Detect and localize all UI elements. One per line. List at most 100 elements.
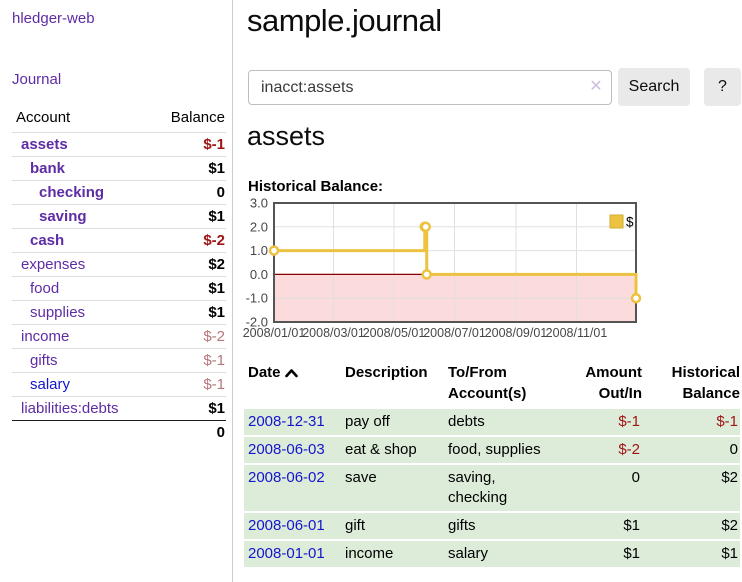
account-link[interactable]: assets <box>21 136 68 153</box>
account-balance: $-1 <box>149 372 226 397</box>
y-tick-label: 2.0 <box>250 219 268 234</box>
transaction-date-link[interactable]: 2008-12-31 <box>248 413 325 430</box>
transaction-balance: $1 <box>642 541 740 569</box>
account-row: saving $1 <box>12 204 226 229</box>
register-cell: 2008-06-01 <box>244 513 345 541</box>
accounts-total-value: 0 <box>149 420 226 443</box>
sidebar: hledger-web Journal Account Balance asse… <box>0 0 233 582</box>
account-row: cash $-2 <box>12 228 226 253</box>
account-balance: $-2 <box>149 228 226 253</box>
app-brand-link[interactable]: hledger-web <box>12 10 95 27</box>
chart-svg[interactable]: 3.0 2.0 1.0 0.0 -1.0 -2.02008/01/012008/03/01… <box>240 196 720 347</box>
transaction-date-link[interactable]: 2008-01-01 <box>248 545 325 562</box>
transaction-accounts: debts <box>448 409 558 437</box>
y-tick-label: 3.0 <box>250 196 268 211</box>
clear-search-icon[interactable]: ✕ <box>589 78 603 95</box>
account-row: food $1 <box>12 276 226 301</box>
account-row: bank $1 <box>12 156 226 181</box>
historical-balance-chart[interactable]: 3.0 2.0 1.0 0.0 -1.0 -2.0 2008/01/01 2008/03/01… <box>240 196 720 347</box>
main-content: sample.journal ✕ Search ? assets Histori… <box>234 0 742 582</box>
transaction-balance: $2 <box>642 513 740 541</box>
transaction-accounts: gifts <box>448 513 558 541</box>
transaction-description: pay off <box>345 409 448 437</box>
register-row: 2008-01-01 income salary $1 $1 <box>244 541 740 569</box>
account-link[interactable]: checking <box>39 184 105 201</box>
x-tick-label: 2008/05/01 <box>363 326 426 340</box>
date-column-header[interactable]: Date <box>244 362 345 409</box>
account-row: expenses $2 <box>12 252 226 277</box>
amount-column-header: Amount Out/In <box>585 364 642 402</box>
account-balance: $1 <box>149 204 226 229</box>
accounts-tree-table: Account Balance assets $-1 bank $1 checking 0… <box>12 106 226 443</box>
account-link[interactable]: salary <box>30 376 71 393</box>
transaction-description: gift <box>345 513 448 541</box>
account-link[interactable]: supplies <box>30 304 86 321</box>
transaction-date-link[interactable]: 2008-06-01 <box>248 517 325 534</box>
transaction-description: income <box>345 541 448 569</box>
account-balance: $-2 <box>149 324 226 349</box>
data-point-marker[interactable] <box>420 221 431 233</box>
balance-column-header-register: Historical Balance <box>671 364 740 402</box>
account-row: salary $-1 <box>12 372 226 397</box>
account-row: checking 0 <box>12 180 226 205</box>
account-link[interactable]: liabilities:debts <box>21 400 119 417</box>
register-header-row: Date Description To/From Account(s) Amou… <box>244 362 740 409</box>
chart-title: Historical Balance: <box>248 178 384 195</box>
account-row: income $-2 <box>12 324 226 349</box>
search-button[interactable]: Search <box>618 68 690 106</box>
account-row: assets $-1 <box>12 132 226 157</box>
account-row: liabilities:debts $1 <box>12 396 226 421</box>
transaction-date-link[interactable]: 2008-06-03 <box>248 441 325 458</box>
register-cell: 2008-01-01 <box>244 541 345 569</box>
legend-label: $ <box>626 215 634 230</box>
transaction-balance: $2 <box>642 465 740 513</box>
register-cell: 2008-06-02 <box>244 465 345 513</box>
register-cell: 2008-12-31 <box>244 409 345 437</box>
transaction-accounts: saving, checking <box>448 465 558 513</box>
tofrom-column-header: To/From Account(s) <box>448 364 527 402</box>
account-balance: $1 <box>149 396 226 421</box>
legend-swatch <box>609 214 624 229</box>
account-link[interactable]: bank <box>30 160 66 177</box>
account-balance: 0 <box>149 180 226 205</box>
x-tick-label: 2008/11/01 <box>546 326 608 340</box>
plot-border <box>273 202 637 323</box>
data-point-marker[interactable] <box>268 245 280 256</box>
y-tick-label: 1.0 <box>250 243 268 258</box>
search-input[interactable] <box>248 70 612 105</box>
accounts-total-row: 0 <box>12 420 226 443</box>
help-button[interactable]: ? <box>704 68 741 106</box>
x-tick-label: 2008/07/01 <box>423 326 486 340</box>
account-link[interactable]: income <box>21 328 70 345</box>
description-column-header: Description <box>345 364 428 381</box>
account-link[interactable]: saving <box>39 208 87 225</box>
account-link[interactable]: cash <box>30 232 65 249</box>
account-link[interactable]: gifts <box>30 352 58 369</box>
current-account-heading: assets <box>247 121 326 151</box>
data-point-marker[interactable] <box>421 269 432 280</box>
transaction-description: save <box>345 465 448 513</box>
transaction-description: eat & shop <box>345 437 448 465</box>
accounts-column-header: Account <box>16 109 71 126</box>
account-balance: $2 <box>149 252 226 277</box>
sidebar-item-journal[interactable]: Journal <box>12 71 62 88</box>
account-balance: $1 <box>149 156 226 181</box>
balance-column-header: Balance <box>170 109 225 126</box>
account-link[interactable]: food <box>30 280 60 297</box>
y-tick-label: -2.0 <box>246 315 268 330</box>
transaction-amount: $-2 <box>558 437 642 465</box>
data-point-marker[interactable] <box>630 292 642 304</box>
transaction-accounts: food, supplies <box>448 437 558 465</box>
transaction-amount: $1 <box>558 541 642 569</box>
y-tick-label: 0.0 <box>250 267 268 282</box>
transaction-amount: $-1 <box>558 409 642 437</box>
register-table: Date Description To/From Account(s) Amou… <box>244 362 740 569</box>
account-link[interactable]: expenses <box>21 256 86 273</box>
register-row: 2008-12-31 pay off debts $-1 $-1 <box>244 409 740 437</box>
account-row: gifts $-1 <box>12 348 226 373</box>
accounts-total-spacer <box>12 420 150 443</box>
sort-up-icon <box>284 369 298 378</box>
transaction-balance: $-1 <box>642 409 740 437</box>
transaction-date-link[interactable]: 2008-06-02 <box>248 469 325 486</box>
x-tick-label: 2008/03/01 <box>302 326 365 340</box>
